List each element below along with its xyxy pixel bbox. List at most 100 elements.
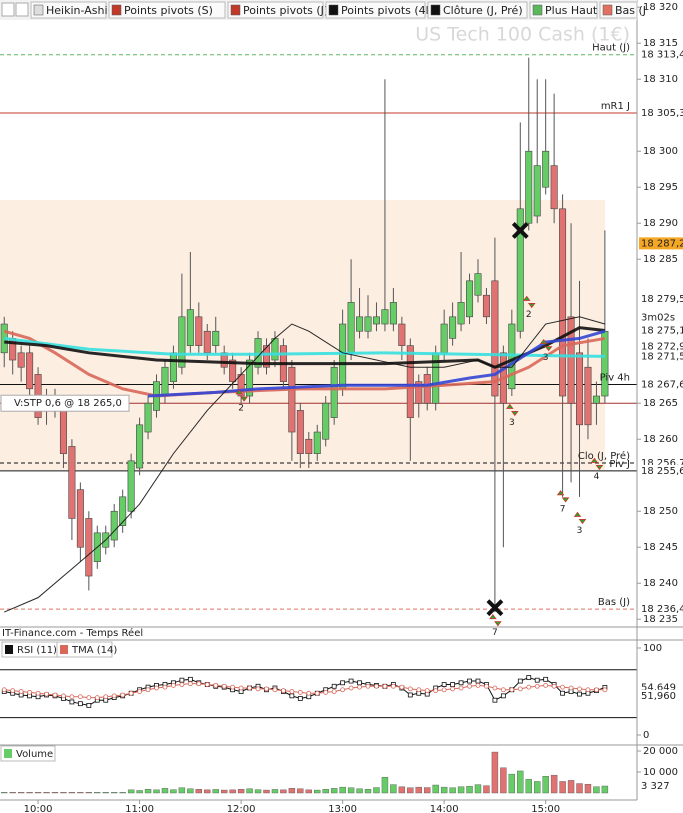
tab-label[interactable]: Points pivots (S) xyxy=(124,4,213,17)
stop-label: V:STP 0,6 @ 18 265,0 xyxy=(14,398,122,409)
y-tick-label: 18 320 xyxy=(643,2,678,13)
volume-bar xyxy=(508,773,516,794)
tma-point xyxy=(120,692,126,698)
tma-point xyxy=(111,693,117,699)
tma-point xyxy=(103,694,109,700)
price-tag-bg xyxy=(639,292,683,305)
tma-point xyxy=(509,687,515,693)
tma-point xyxy=(314,690,320,696)
candle-body xyxy=(423,374,431,404)
price-tag: 18 287,2 xyxy=(641,238,683,249)
candle-body xyxy=(482,294,490,318)
toolbar-icon[interactable] xyxy=(1,2,15,17)
level-label: Haut (J) xyxy=(592,43,630,54)
volume-bar xyxy=(178,787,186,794)
volume-bar xyxy=(263,789,270,794)
candle-body xyxy=(381,309,389,325)
tab-icon xyxy=(230,4,241,16)
volume-bar xyxy=(483,785,490,794)
x-tick-label: 10:00 xyxy=(24,804,53,813)
tab[interactable] xyxy=(427,1,528,19)
tma-point xyxy=(492,685,498,691)
level-tag: 18 255,6 xyxy=(641,466,683,477)
candle-body xyxy=(415,381,423,404)
tma-point xyxy=(306,690,312,696)
tma-point xyxy=(230,684,236,690)
tab[interactable] xyxy=(30,1,107,19)
tma-point xyxy=(594,687,599,693)
price-tag: 18 275,1 xyxy=(641,326,683,337)
rsi-point xyxy=(297,696,303,701)
tma-point xyxy=(264,686,269,692)
tab-label[interactable]: Clôture (J, Pré) xyxy=(443,4,523,17)
volume-bar xyxy=(271,789,279,794)
tma-point xyxy=(357,684,362,690)
volume-bar xyxy=(34,792,42,794)
tma-point xyxy=(568,685,574,691)
tab-icon xyxy=(532,4,543,16)
tma-point xyxy=(18,689,24,694)
candle-body xyxy=(601,330,609,397)
candle-body xyxy=(406,345,414,418)
legend-box xyxy=(0,745,56,762)
tma-point xyxy=(154,685,159,691)
volume-bar xyxy=(517,770,524,794)
rsi-tag: 54,649 xyxy=(641,682,676,693)
candle-body xyxy=(525,150,533,224)
tab-label[interactable]: Heikin-Ashi xyxy=(46,4,108,17)
tma-point xyxy=(374,683,379,689)
tab[interactable] xyxy=(108,1,226,19)
candle-body xyxy=(372,316,380,325)
signal-arrow xyxy=(506,403,519,417)
volume-bar xyxy=(9,792,16,794)
signal-label: 3 xyxy=(543,353,549,363)
tab[interactable] xyxy=(529,1,598,19)
tab[interactable] xyxy=(227,1,324,19)
toolbar-icon[interactable] xyxy=(15,2,29,17)
tab[interactable] xyxy=(325,1,426,19)
candle-body xyxy=(347,302,355,354)
volume-bar xyxy=(364,789,372,794)
tma-point xyxy=(407,686,413,692)
tab-icon xyxy=(33,4,44,16)
tma-point xyxy=(1,687,7,693)
signal-arrow xyxy=(522,295,536,309)
volume-bar xyxy=(559,781,566,794)
rsi-point xyxy=(467,678,472,684)
rsi-point xyxy=(187,676,193,682)
candle-body xyxy=(127,460,135,512)
price-tag: 18 279,5 xyxy=(641,294,683,305)
volume-bar xyxy=(229,789,236,794)
tab-label[interactable]: Points pivots (J) xyxy=(243,4,328,17)
volume-bar xyxy=(246,788,253,794)
signal-arrow xyxy=(539,338,553,352)
tma-point xyxy=(238,685,244,691)
y-tick-label: 18 250 xyxy=(643,506,678,517)
volume-bar xyxy=(94,792,101,794)
tma-point xyxy=(534,683,540,689)
tma-point xyxy=(390,683,396,689)
tab-label[interactable]: Points pivots (4h) xyxy=(341,4,437,17)
tma-point xyxy=(162,684,168,690)
candle-body xyxy=(288,366,296,433)
volume-bar xyxy=(136,790,143,794)
volume-bar xyxy=(204,789,211,794)
volume-bar xyxy=(457,786,465,794)
volume-bar xyxy=(43,792,50,794)
tma-point xyxy=(196,681,202,687)
tma-point xyxy=(187,681,193,687)
signal-arrow xyxy=(556,490,570,503)
price-tag-bg xyxy=(639,324,683,337)
signal-label: 7 xyxy=(492,628,498,638)
legend-swatch xyxy=(60,645,68,654)
candle-body xyxy=(110,510,118,541)
tma-point xyxy=(484,683,489,689)
legend-swatch xyxy=(5,645,13,654)
tab-label[interactable]: Plus Haut (J) xyxy=(545,4,613,17)
tab-label[interactable]: Bas (J xyxy=(615,4,646,17)
tma-point xyxy=(348,685,354,691)
volume-bar xyxy=(576,783,583,794)
volume-bar xyxy=(593,786,600,794)
